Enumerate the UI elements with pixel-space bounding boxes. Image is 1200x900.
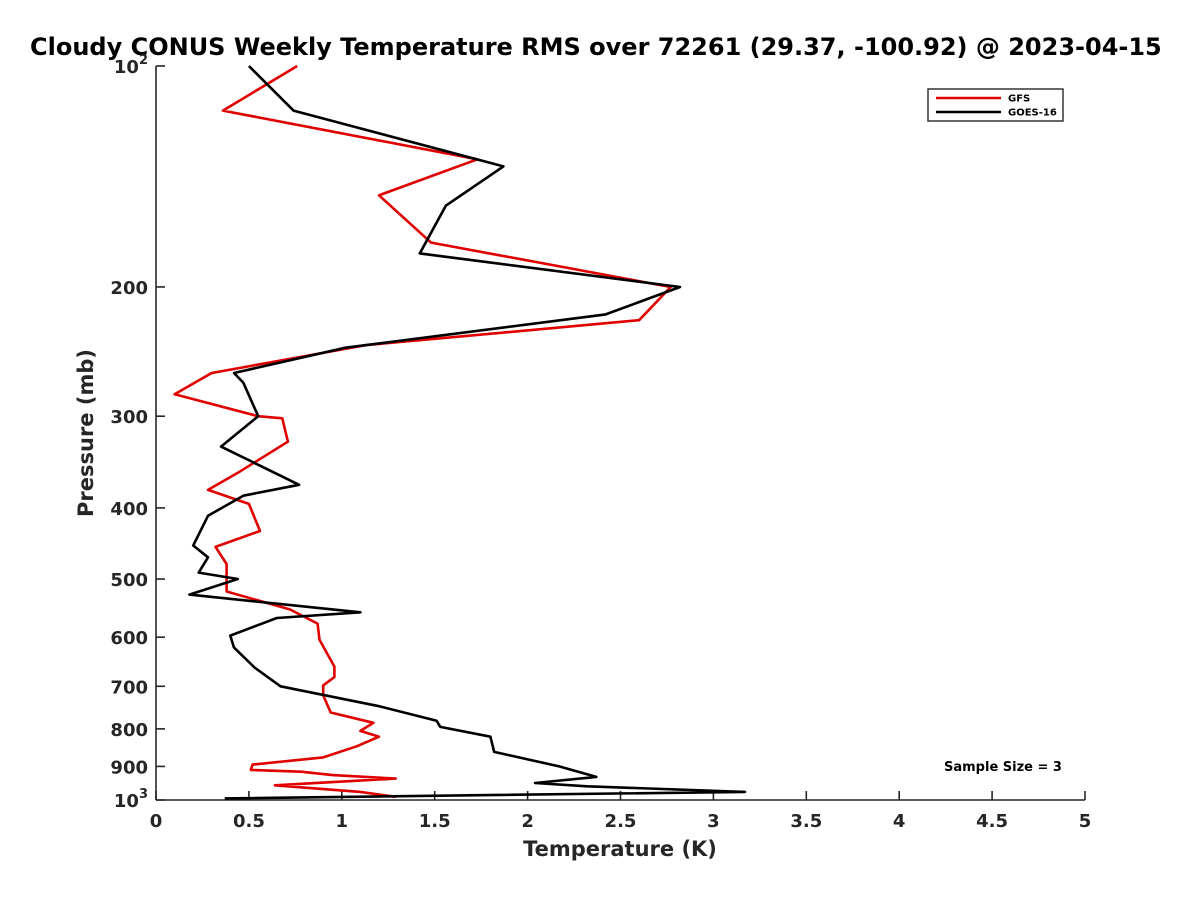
legend-box [927, 88, 1064, 122]
x-tick-label: 1 [336, 811, 349, 832]
x-tick-label: 4.5 [976, 811, 1008, 832]
series-line-goes-16 [188, 65, 747, 800]
legend-label-goes-16: GOES-16 [1008, 108, 1057, 119]
y-tick-label: 300 [110, 407, 148, 428]
y-tick-label: 700 [110, 677, 148, 698]
y-tick-label: 200 [110, 278, 148, 299]
legend: GFS GOES-16 [927, 88, 1064, 122]
x-tick-label: 3.5 [790, 811, 822, 832]
x-tick-label: 4 [893, 811, 906, 832]
x-tick-label: 2 [521, 811, 534, 832]
x-tick-label: 1.5 [419, 811, 451, 832]
x-tick-label: 0.5 [233, 811, 265, 832]
x-tick-label: 0 [150, 811, 163, 832]
y-tick-label: 600 [110, 628, 148, 649]
y-tick-label: 103 [114, 787, 148, 812]
legend-label-gfs: GFS [1008, 94, 1030, 105]
y-tick-label: 500 [110, 570, 148, 591]
x-tick-label: 3 [707, 811, 720, 832]
y-tick-label: 102 [114, 53, 148, 78]
sample-size-annotation: Sample Size = 3 [944, 760, 1062, 775]
chart-title: Cloudy CONUS Weekly Temperature RMS over… [30, 33, 1162, 61]
y-axis-label: Pressure (mb) [74, 349, 98, 517]
y-tick-label: 900 [110, 757, 148, 778]
y-tick-label: 400 [110, 499, 148, 520]
x-axis-label: Temperature (K) [523, 837, 717, 861]
x-tick-label: 5 [1079, 811, 1092, 832]
x-tick-label: 2.5 [605, 811, 637, 832]
plot-area: 0 0.5 1 1.5 2 2.5 3 3.5 4 4.5 5 102 200 300 400 500 600 7… [110, 53, 1091, 832]
y-tick-label: 800 [110, 720, 148, 741]
series-line-gfs [173, 64, 673, 799]
